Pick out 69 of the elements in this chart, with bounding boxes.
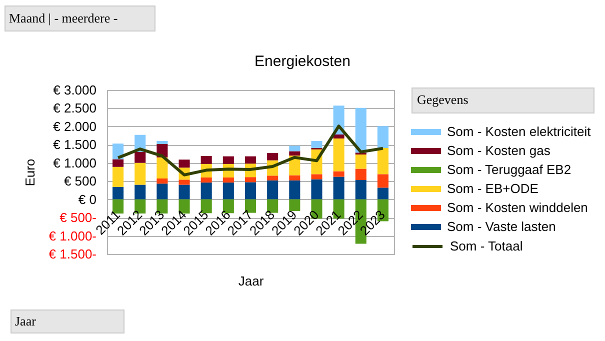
bar (134, 152, 146, 163)
bar (222, 177, 234, 183)
bar (289, 175, 300, 180)
bar (200, 182, 212, 200)
legend-label: Som - EB+ODE (447, 181, 539, 196)
y-tick-label: € 1.500- (48, 246, 96, 262)
bar (267, 153, 278, 160)
bar (333, 134, 344, 138)
bar (156, 141, 168, 144)
bar (377, 126, 388, 148)
y-tick-label: € 1.000- (48, 228, 96, 244)
bar (355, 168, 366, 180)
bar (244, 156, 256, 164)
bar (200, 177, 212, 183)
bar (355, 108, 366, 153)
y-tick-label: € 500 (64, 174, 96, 189)
bar (333, 138, 344, 172)
bar (200, 156, 212, 164)
bar (112, 186, 124, 200)
legend-title: Gegevens (417, 92, 468, 107)
chart-title: Energiekosten (254, 53, 350, 70)
bar (156, 178, 168, 184)
bar (156, 157, 168, 179)
y-tick-label: € 1.500 (53, 137, 96, 152)
y-tick-label: € 500- (60, 210, 96, 226)
bar (244, 177, 256, 182)
bar (377, 188, 388, 200)
bar (311, 141, 322, 148)
bar (377, 174, 388, 188)
bar (112, 166, 124, 187)
y-tick-label: € 2.500 (53, 100, 96, 116)
bar (156, 184, 168, 200)
y-tick-label: € 3.000 (53, 82, 96, 98)
bar (267, 180, 278, 200)
y-tick-label: € 0 (78, 192, 96, 207)
legend-label: Som - Kosten gas (447, 143, 551, 158)
bar (289, 199, 300, 211)
bar (377, 148, 388, 174)
line-series (116, 124, 384, 176)
bar (222, 156, 234, 164)
bar (178, 160, 190, 168)
legend-label: Som - Vaste lasten (447, 219, 556, 234)
bar (178, 184, 190, 200)
bar (244, 182, 256, 200)
bar (134, 162, 146, 185)
legend-label: Som - Kosten winddelen (447, 200, 588, 215)
bar (178, 180, 190, 185)
bar (222, 182, 234, 200)
bar (134, 184, 146, 200)
bar (311, 174, 322, 180)
text: Jaar (15, 314, 37, 328)
text: Maand | - meerdere - (9, 10, 118, 26)
bar (289, 146, 300, 152)
y-axis-title: Euro (22, 158, 38, 186)
legend-label: Som - Kosten elektriciteit (447, 124, 592, 139)
bar (289, 180, 300, 200)
y-tick-label: € 2.000 (53, 118, 96, 134)
bar (333, 176, 344, 200)
bar (289, 151, 300, 156)
legend-label: Som - Totaal (450, 238, 523, 254)
bar (333, 171, 344, 177)
bar (311, 179, 322, 200)
legend-label: Som - Teruggaaf EB2 (447, 162, 572, 177)
bar (112, 159, 124, 167)
y-tick-label: € 1.000 (53, 155, 96, 170)
bar (355, 180, 366, 200)
x-axis-title: Jaar (238, 274, 264, 288)
bar (267, 176, 278, 180)
bar (355, 154, 366, 169)
